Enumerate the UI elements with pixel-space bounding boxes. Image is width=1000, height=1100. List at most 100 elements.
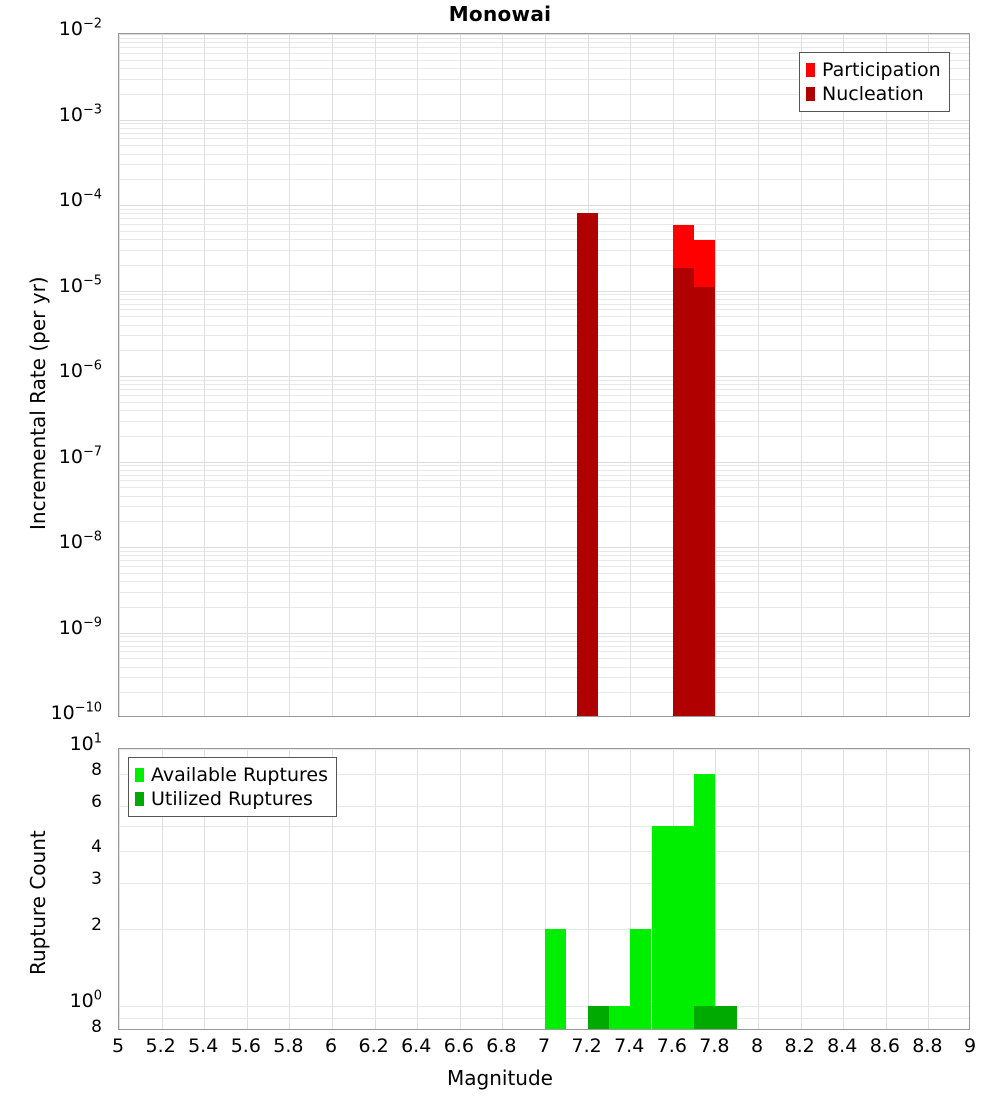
gridline-minor [119,127,969,129]
x-axis-tick-label: 7 [537,1035,551,1057]
vertical-gridline [928,34,930,716]
y-axis-tick-label: 100 [69,988,102,1013]
gridline [119,632,969,634]
x-axis-tick-label: 6.6 [443,1035,474,1057]
gridline-minor [119,218,969,220]
vertical-gridline [885,34,887,716]
gridline-minor [119,666,969,668]
gridline-minor [119,581,969,583]
vertical-gridline [800,34,802,716]
x-axis-tick-label: 7.6 [656,1035,687,1057]
gridline-minor [119,394,969,396]
gridline-minor [119,465,969,467]
gridline-minor [119,68,969,70]
vertical-gridline [587,749,589,1029]
gridline-minor [119,658,969,660]
gridline-minor [119,52,969,54]
x-axis-tick-label: 9 [963,1035,977,1057]
x-axis-tick-label: 8.2 [784,1035,815,1057]
available-ruptures-color-swatch [135,768,144,782]
utilized-ruptures-color-swatch [135,792,144,806]
x-axis-tick-label: 5.2 [145,1035,176,1057]
gridline [119,376,969,377]
x-axis-tick-label: 8 [750,1035,764,1057]
y-axis-tick-label: 10−5 [58,273,102,297]
gridline-minor [119,213,969,215]
vertical-gridline [715,749,717,1029]
gridline-minor [119,521,969,523]
gridline-minor [119,389,969,391]
x-axis-tick-label: 5.6 [230,1035,261,1057]
gridline-minor [119,379,969,381]
available-ruptures-bar [630,928,652,1029]
available-ruptures-bar [651,826,673,1029]
gridline-minor [119,495,969,497]
vertical-gridline [545,34,546,716]
gridline-minor [119,179,969,181]
gridline-minor [119,264,969,266]
incremental-rate-plot-area [118,33,970,717]
rupture-count-plot-area [118,748,970,1030]
gridline [119,806,969,808]
gridline-minor [119,309,969,311]
gridline-minor [119,550,969,552]
nucleation-bar [576,213,599,716]
gridline-minor [119,335,969,337]
vertical-gridline [161,34,163,716]
bottom-panel-legend: Available Ruptures Utilized Ruptures [128,757,337,817]
y-axis-tick-label: 10−10 [50,700,102,724]
participation-color-swatch [806,63,815,77]
gridline-minor [119,132,969,134]
vertical-gridline [119,749,120,1029]
x-axis-tick-label: 5 [111,1035,125,1057]
available-ruptures-bar [608,1006,631,1029]
gridline [119,1006,969,1008]
nucleation-bar [694,286,716,716]
available-ruptures-bar [672,826,695,1029]
gridline-minor [119,480,969,482]
vertical-gridline [246,749,248,1029]
legend-item-available-ruptures: Available Ruptures [135,763,328,787]
gridline [119,851,969,853]
vertical-gridline [885,749,887,1029]
x-axis-tick-label: 8.4 [827,1035,858,1057]
gridline-minor [119,560,969,562]
vertical-gridline [715,34,717,716]
vertical-gridline [459,34,461,716]
gridline-minor [119,298,969,300]
vertical-gridline [459,749,461,1029]
legend-label-nucleation: Nucleation [822,82,924,105]
x-axis-label: Magnitude [447,1066,553,1090]
top-panel-y-axis-label: Incremental Rate (per yr) [26,276,50,530]
x-axis-tick-label: 7.4 [614,1035,645,1057]
x-axis-tick-label: 5.8 [273,1035,304,1057]
gridline-minor [119,153,969,155]
legend-item-participation: Participation [806,58,941,82]
y-axis-tick-label: 101 [69,731,102,755]
gridline-minor [119,401,969,403]
gridline-minor [119,640,969,642]
chart-title: Monowai [448,2,552,26]
gridline-minor [119,230,969,232]
x-axis-tick-label: 8.8 [912,1035,943,1057]
gridline-minor [119,565,969,567]
vertical-gridline [843,749,845,1029]
gridline-minor [119,677,969,679]
gridline-minor [119,138,969,140]
gridline-minor [119,469,969,471]
vertical-gridline [417,34,419,716]
x-axis-tick-label: 7.2 [571,1035,602,1057]
y-axis-minor-tick-label: 8 [91,759,102,780]
gridline-minor [119,37,969,39]
vertical-gridline [843,34,845,716]
gridline-minor [119,294,969,296]
vertical-gridline [800,749,802,1029]
gridline-minor [119,591,969,593]
vertical-gridline [758,749,759,1029]
y-axis-minor-tick-label: 6 [91,792,102,813]
gridline-minor [119,59,969,61]
x-axis-tick-label: 7.8 [699,1035,730,1057]
gridline-minor [119,145,969,147]
gridline-minor [119,324,969,326]
gridline-minor [119,303,969,305]
